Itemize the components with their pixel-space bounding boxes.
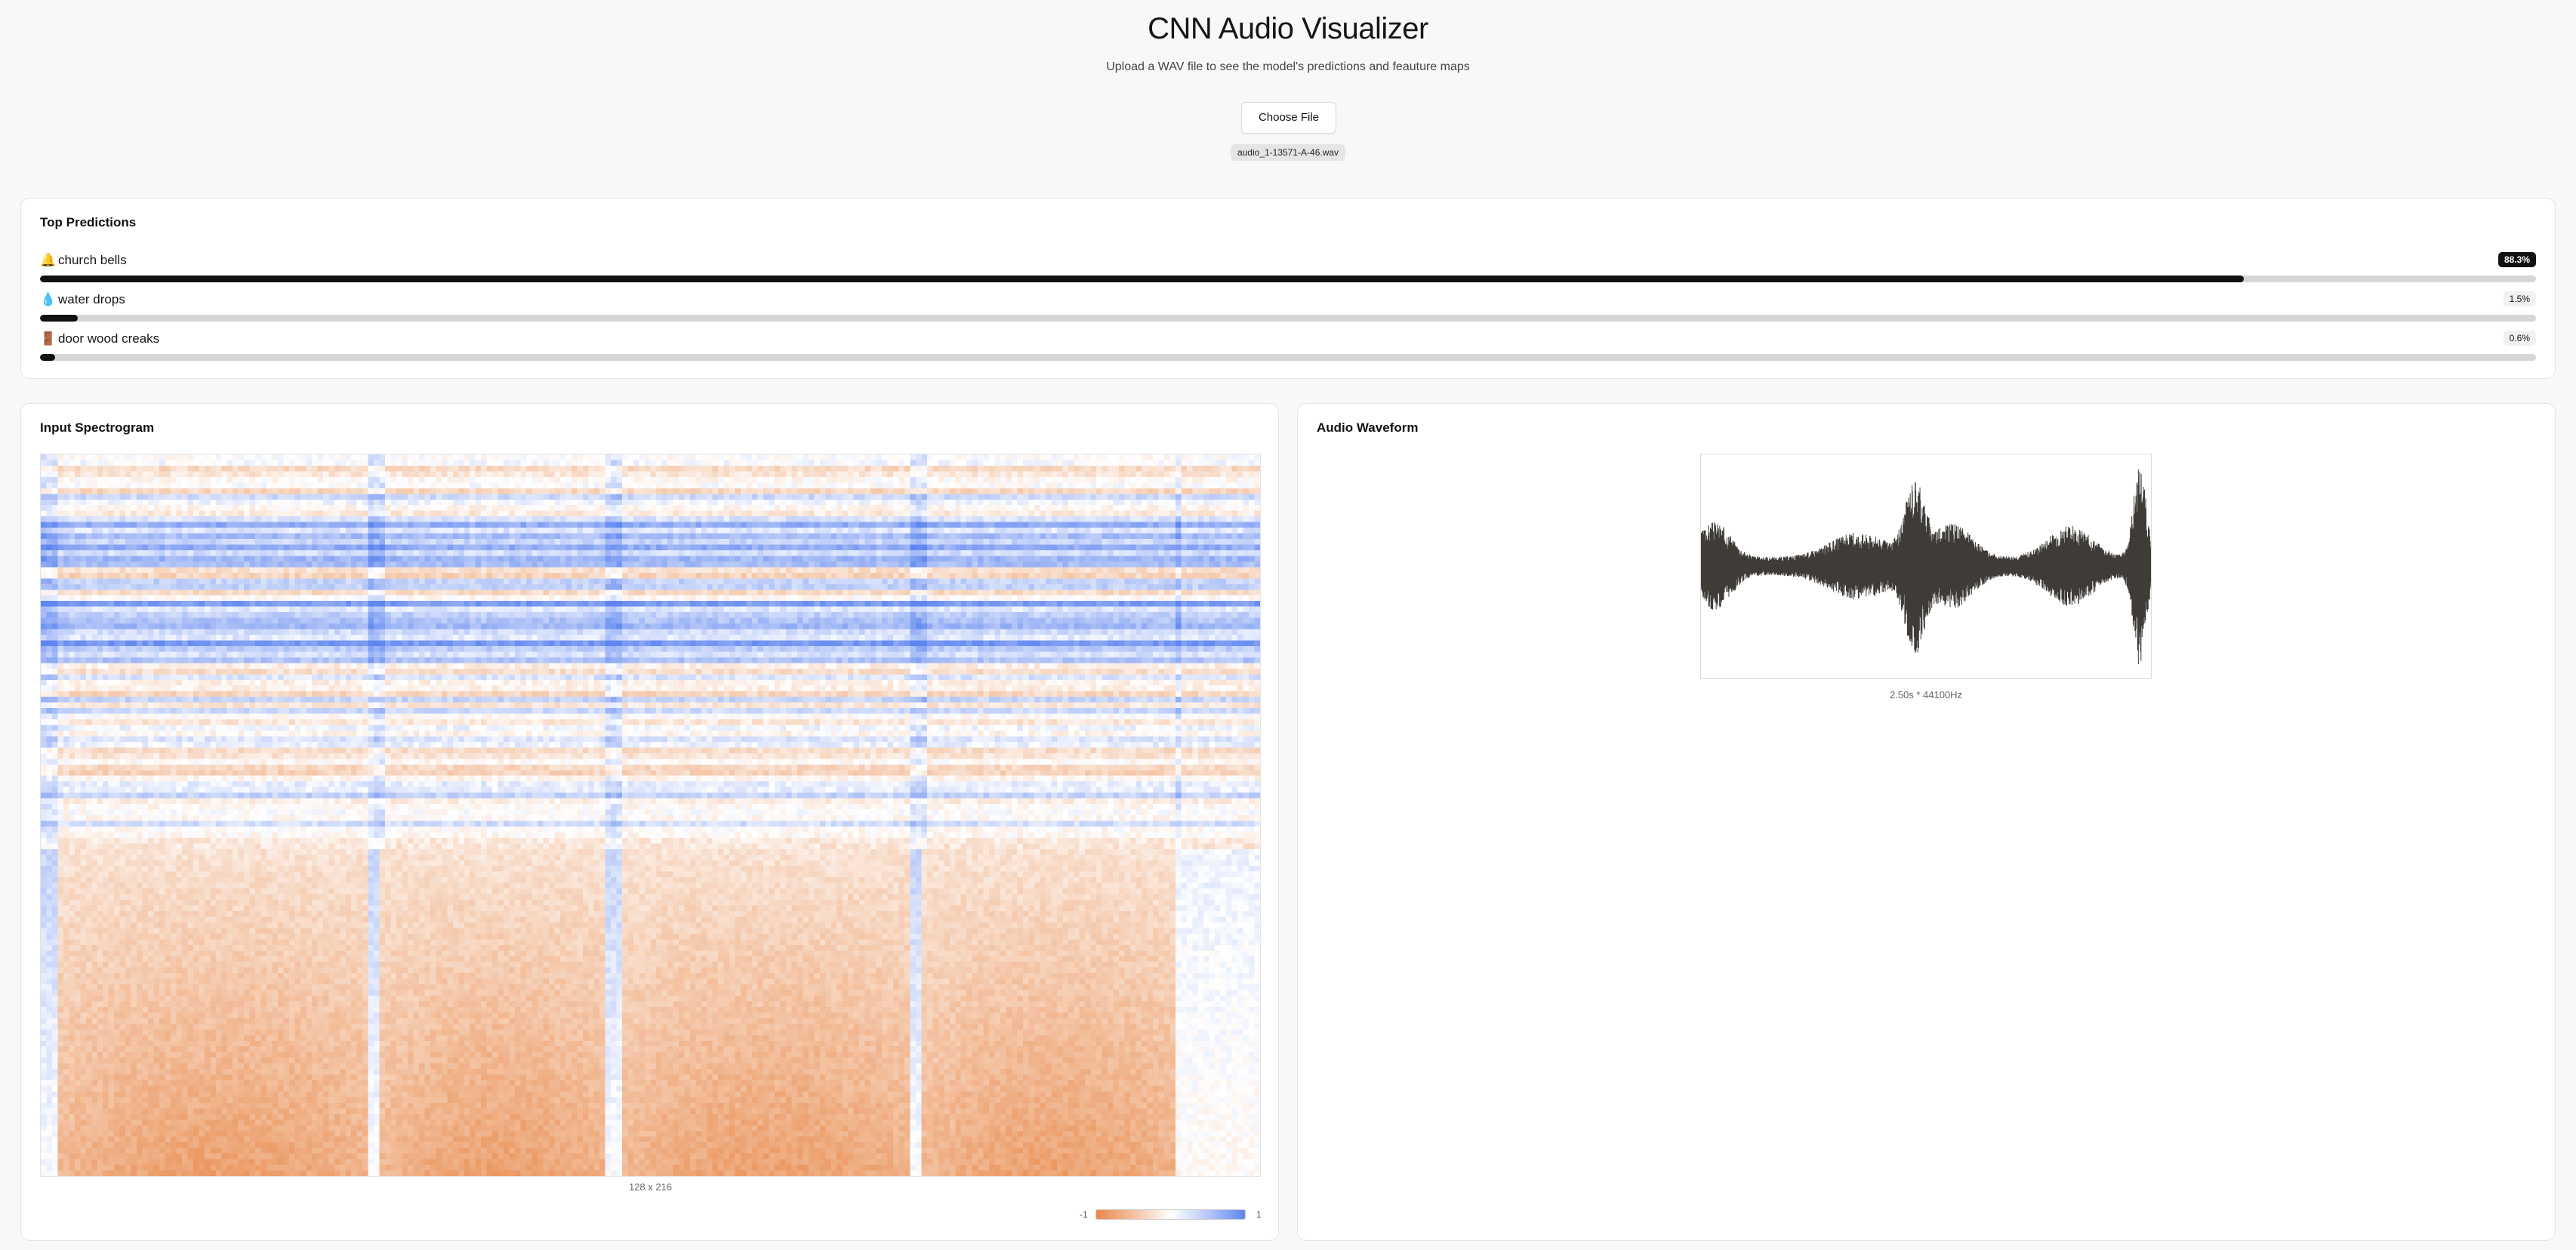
legend-max-label: 1: [1256, 1209, 1262, 1220]
prediction-label-text: church bells: [58, 253, 127, 267]
waveform-caption: 2.50s * 44100Hz: [1889, 689, 1963, 700]
prediction-bar-fill: [40, 276, 2245, 282]
spectrogram-image: [40, 454, 1261, 1177]
prediction-bar-track: [40, 315, 2536, 322]
file-name-chip: audio_1-13571-A-46.wav: [1231, 144, 1345, 161]
predictions-card: Top Predictions 🔔 church bells 88.3% 💧 wat…: [20, 198, 2556, 379]
waveform-card: Audio Waveform 2.50s * 44100Hz: [1297, 403, 2556, 1241]
prediction-percent-badge: 0.6%: [2503, 331, 2536, 346]
bell-icon: 🔔: [40, 253, 57, 267]
spectrogram-dims-caption: 128 x 216: [628, 1181, 673, 1193]
prediction-label: 🚪 door wood creaks: [40, 331, 159, 346]
waveform-title: Audio Waveform: [1317, 420, 1419, 435]
prediction-label: 🔔 church bells: [40, 253, 127, 268]
spectrogram-card: Input Spectrogram 128 x 216 -1 1: [20, 403, 1279, 1241]
prediction-percent-badge: 88.3%: [2497, 252, 2536, 267]
waveform-plot: [1700, 454, 2152, 679]
choose-file-button[interactable]: Choose File: [1241, 102, 1336, 134]
door-icon: 🚪: [40, 331, 57, 346]
water-drop-icon: 💧: [40, 292, 57, 306]
color-legend-bar: [1095, 1209, 1246, 1220]
legend-min-label: -1: [1080, 1209, 1088, 1220]
prediction-bar-fill: [40, 354, 55, 361]
prediction-label: 💧 water drops: [40, 292, 125, 307]
prediction-percent-badge: 1.5%: [2503, 291, 2536, 306]
prediction-bar-track: [40, 354, 2536, 361]
spectrogram-title: Input Spectrogram: [40, 420, 155, 435]
prediction-label-text: water drops: [58, 292, 125, 306]
page-subtitle: Upload a WAV file to see the model's pre…: [1106, 60, 1470, 73]
page-title: CNN Audio Visualizer: [1148, 12, 1428, 45]
prediction-bar-track: [40, 276, 2536, 282]
prediction-bar-fill: [40, 315, 78, 322]
predictions-title: Top Predictions: [40, 215, 137, 229]
waveform-trace: [1701, 469, 2151, 664]
prediction-label-text: door wood creaks: [58, 331, 160, 346]
